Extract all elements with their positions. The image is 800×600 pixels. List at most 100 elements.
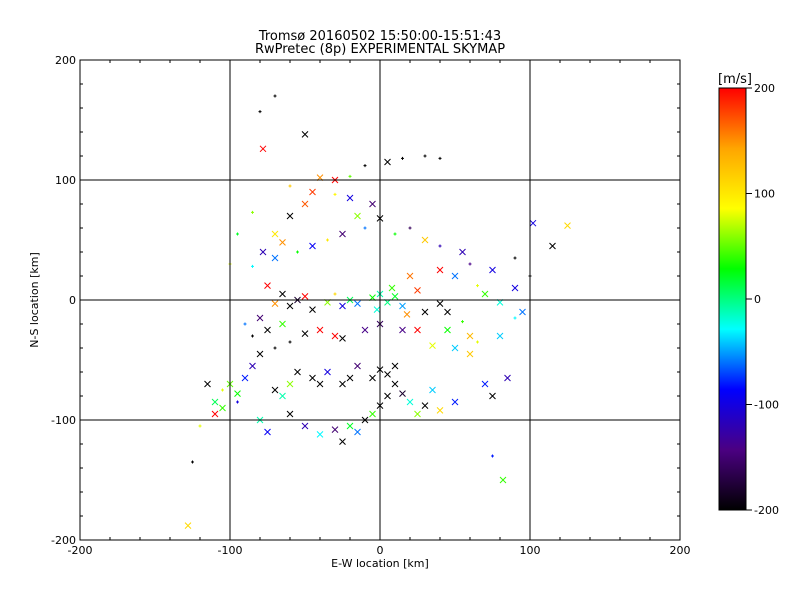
colorbar bbox=[718, 87, 747, 511]
data-point bbox=[288, 184, 292, 188]
data-point bbox=[348, 174, 352, 178]
data-point bbox=[251, 210, 254, 214]
data-point-cross bbox=[466, 350, 474, 358]
data-point-cross bbox=[391, 362, 399, 370]
x-tick-label: -200 bbox=[68, 544, 93, 557]
y-tick-label: 100 bbox=[55, 174, 76, 187]
colorbar-label: [m/s] bbox=[718, 72, 752, 87]
data-point-cross bbox=[264, 428, 271, 436]
data-point-cross bbox=[294, 368, 301, 376]
data-point-cross bbox=[421, 236, 429, 244]
data-point bbox=[333, 292, 337, 296]
data-point-cross bbox=[279, 239, 286, 246]
data-point-cross bbox=[391, 293, 399, 300]
data-point-cross bbox=[339, 302, 346, 310]
data-point bbox=[438, 156, 442, 160]
data-point-cross bbox=[286, 212, 294, 220]
data-point-cross bbox=[436, 266, 444, 274]
data-point bbox=[191, 460, 194, 464]
grid-layer bbox=[80, 60, 680, 540]
data-point-cross bbox=[279, 320, 286, 328]
data-point-cross bbox=[373, 306, 381, 313]
points-layer bbox=[184, 94, 571, 529]
data-point-cross bbox=[499, 476, 507, 484]
data-point-cross bbox=[511, 284, 519, 292]
data-point-cross bbox=[414, 287, 421, 294]
data-point-cross bbox=[403, 311, 411, 318]
data-point bbox=[438, 244, 442, 248]
data-point-cross bbox=[414, 410, 421, 418]
data-point-cross bbox=[549, 242, 556, 250]
data-point-cross bbox=[309, 242, 316, 250]
x-tick-label: 200 bbox=[670, 544, 691, 557]
data-point-cross bbox=[361, 326, 369, 334]
data-point-cross bbox=[429, 342, 436, 349]
data-point-cross bbox=[316, 326, 324, 334]
y-tick-label: 0 bbox=[69, 294, 76, 307]
data-point-cross bbox=[271, 254, 279, 262]
data-point-cross bbox=[331, 426, 339, 433]
y-tick-label: 200 bbox=[55, 54, 76, 67]
data-point bbox=[401, 156, 404, 160]
data-point-cross bbox=[301, 200, 309, 208]
data-point bbox=[258, 110, 262, 114]
data-point-cross bbox=[286, 302, 294, 310]
data-point bbox=[461, 320, 464, 324]
x-tick-label: -100 bbox=[218, 544, 243, 557]
data-point-cross bbox=[421, 308, 429, 316]
data-point-cross bbox=[241, 374, 249, 382]
data-point-cross bbox=[301, 131, 309, 138]
chart-title: Tromsø 20160502 15:50:00-15:51:43 bbox=[258, 29, 501, 44]
data-point bbox=[363, 226, 367, 230]
data-point-cross bbox=[271, 386, 279, 394]
data-point-cross bbox=[211, 410, 219, 418]
data-point bbox=[221, 388, 224, 392]
data-point-cross bbox=[339, 438, 346, 445]
data-point-cross bbox=[406, 398, 414, 406]
data-point-cross bbox=[354, 300, 361, 307]
data-point-cross bbox=[219, 404, 226, 412]
data-point-cross bbox=[399, 390, 406, 397]
data-point bbox=[468, 262, 472, 266]
data-point-cross bbox=[256, 314, 264, 322]
data-point-cross bbox=[256, 350, 264, 358]
data-point-cross bbox=[384, 371, 391, 378]
data-point-cross bbox=[309, 306, 316, 313]
colorbar-ticks: 200 100 0 -100 -200 bbox=[746, 82, 779, 517]
data-point-cross bbox=[354, 362, 361, 370]
data-point bbox=[513, 256, 517, 260]
data-point-cross bbox=[459, 248, 466, 256]
chart-subtitle: RwPretec (8p) EXPERIMENTAL SKYMAP bbox=[255, 42, 505, 57]
data-point-cross bbox=[204, 380, 211, 388]
colorbar-tick-label: 100 bbox=[754, 188, 775, 201]
data-point-cross bbox=[406, 272, 414, 280]
data-point bbox=[251, 334, 254, 338]
data-point-cross bbox=[301, 293, 309, 300]
data-point-cross bbox=[451, 344, 459, 352]
data-point bbox=[423, 154, 427, 158]
data-point bbox=[243, 322, 247, 326]
data-point bbox=[326, 238, 329, 242]
data-point-cross bbox=[346, 374, 354, 382]
data-point-cross bbox=[369, 374, 376, 382]
data-point-cross bbox=[279, 290, 286, 298]
colorbar-tick-label: 200 bbox=[754, 82, 775, 95]
data-point-cross bbox=[384, 158, 391, 166]
data-point-cross bbox=[519, 308, 526, 316]
data-point-cross bbox=[414, 326, 421, 334]
data-point bbox=[288, 340, 292, 344]
data-point-cross bbox=[429, 386, 436, 394]
data-point-cross bbox=[399, 326, 406, 334]
data-point-cross bbox=[339, 335, 346, 342]
data-point-cross bbox=[271, 230, 279, 238]
data-point-cross bbox=[436, 407, 444, 414]
colorbar-tick-label: -200 bbox=[754, 504, 779, 517]
data-point-cross bbox=[564, 222, 571, 229]
x-tick-label: 100 bbox=[520, 544, 541, 557]
data-point-cross bbox=[489, 266, 496, 274]
data-point-cross bbox=[384, 392, 391, 400]
x-axis-label: E-W location [km] bbox=[331, 557, 429, 570]
y-tick-label: -200 bbox=[51, 534, 76, 547]
colorbar-tick-label: 0 bbox=[754, 293, 761, 306]
data-point-cross bbox=[324, 368, 331, 376]
